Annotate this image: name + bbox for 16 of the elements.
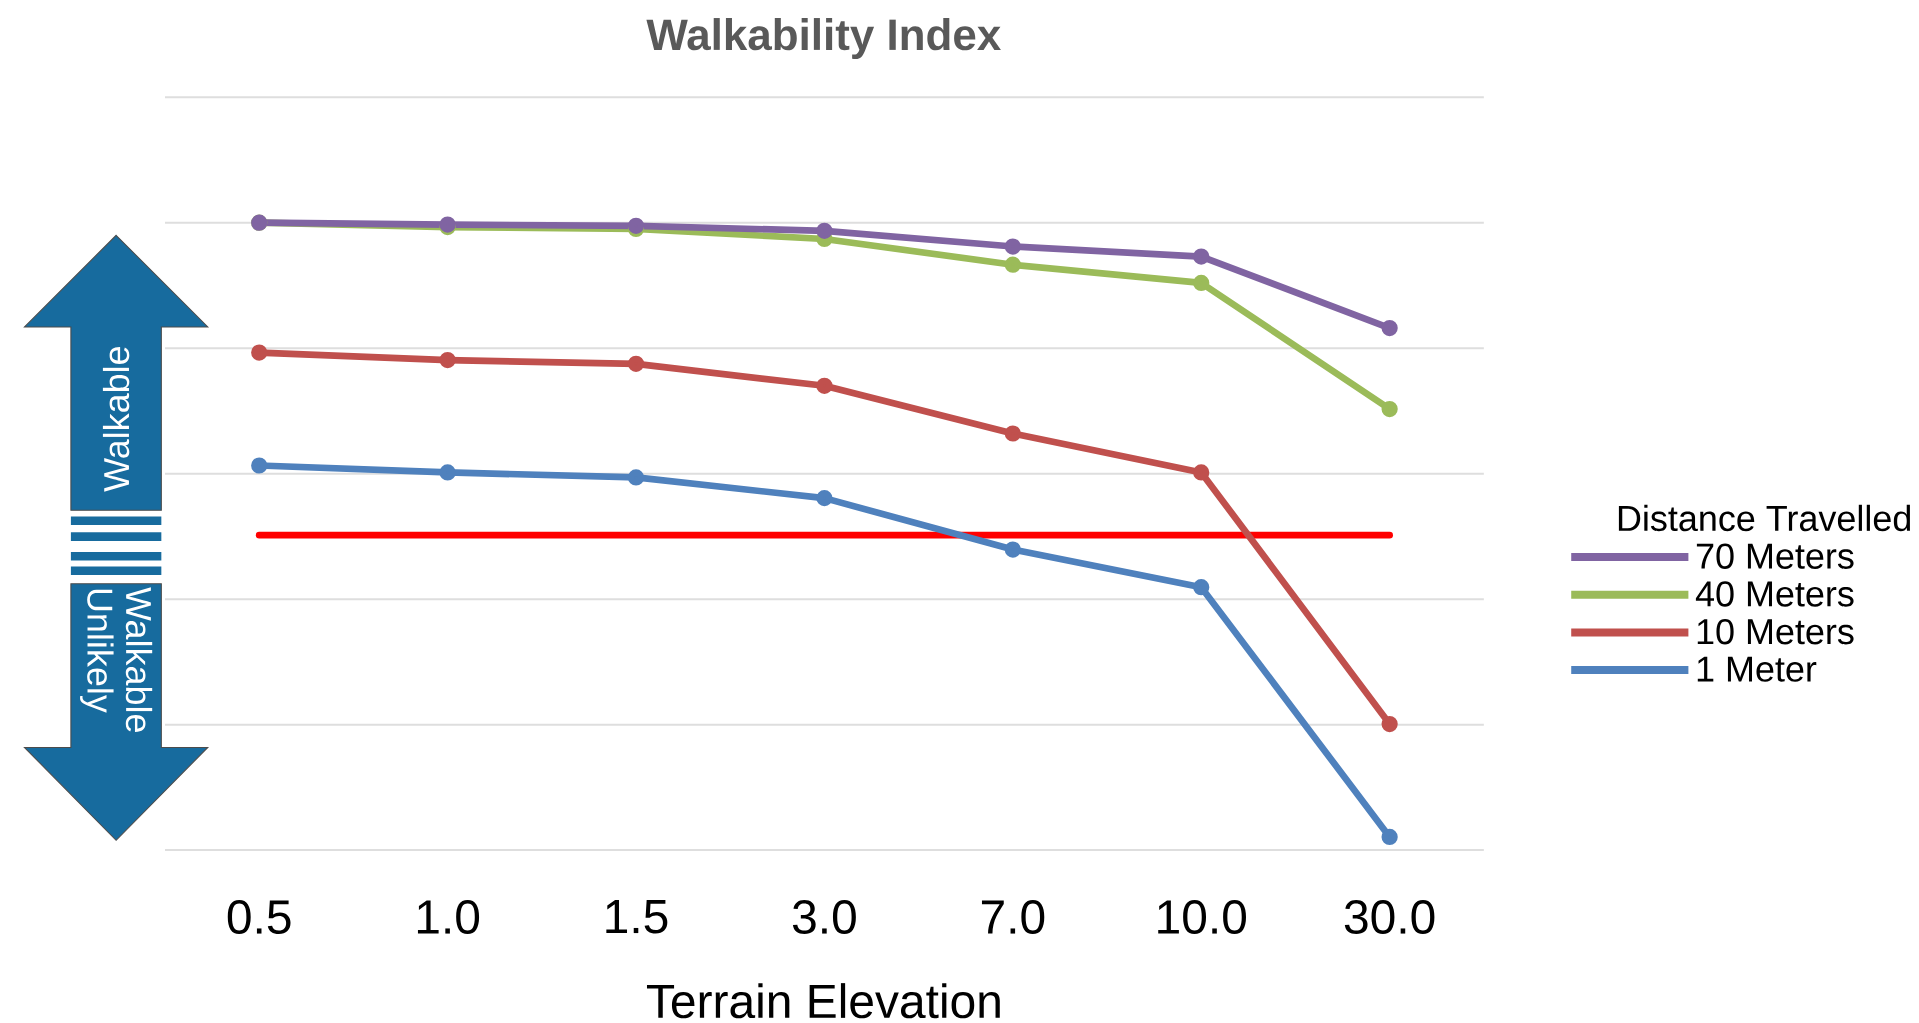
x-tick-label: 10.0 — [1158, 900, 1246, 935]
x-axis-title: Terrain Elevation — [646, 983, 1000, 1019]
x-tick-label: 1.5 — [606, 900, 668, 934]
text: Walkable — [102, 347, 130, 492]
x-tick-label: 7.0 — [981, 900, 1045, 935]
x-tick-label: 30.0 — [1344, 900, 1435, 935]
legend-label: 70 Meters — [1696, 543, 1854, 570]
chart-title: Walkability Index — [646, 18, 1001, 60]
legend-label: 1 Meter — [1697, 656, 1817, 682]
x-tick-label: 1.0 — [417, 900, 480, 935]
legend-label: 10 Meters — [1697, 619, 1854, 645]
x-tick-label: 3.0 — [792, 900, 856, 935]
x-tick-label: 0.5 — [227, 900, 291, 935]
text: Walkable Unlikely — [80, 587, 153, 733]
legend-title: Distance Travelled — [1618, 504, 1911, 532]
legend-label: 40 Meters — [1695, 581, 1854, 607]
